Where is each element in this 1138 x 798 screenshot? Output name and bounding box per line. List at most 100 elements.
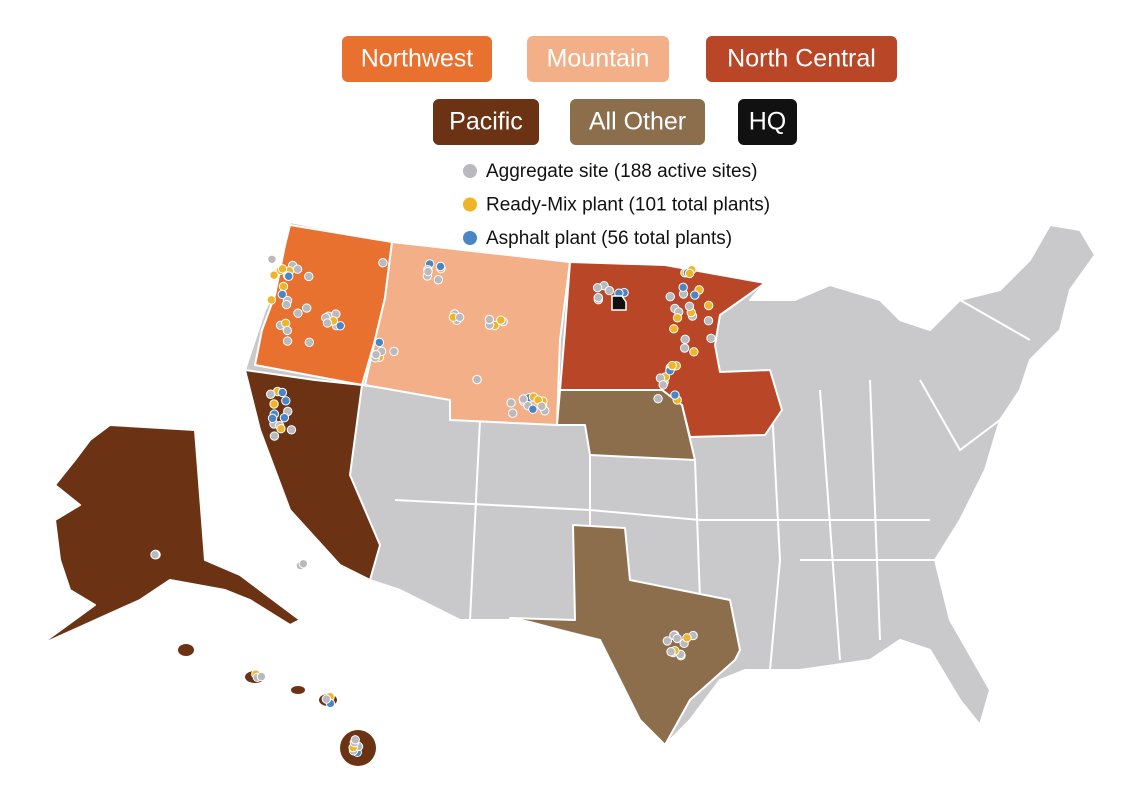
region-button [738, 99, 797, 145]
site-dot [680, 334, 690, 345]
border [469, 419, 481, 621]
site-dot [269, 270, 279, 280]
site-dot [518, 394, 528, 404]
site-dots [150, 254, 716, 758]
site-dot [423, 266, 433, 277]
site-dot [433, 275, 444, 285]
site-dot [279, 412, 290, 423]
site-dot [284, 271, 294, 281]
region-shape [556, 389, 696, 461]
hawaii-island [291, 686, 305, 694]
site-dot [662, 636, 672, 646]
site-dot [374, 337, 385, 348]
border [959, 299, 1031, 341]
region-shape [39, 424, 301, 646]
legend-dot [463, 231, 477, 245]
site-dot [277, 264, 288, 274]
site-dot [293, 308, 303, 318]
legend-dot [463, 197, 477, 212]
region-button [527, 36, 669, 82]
region-shapes [39, 224, 783, 766]
region-legend: Northwest Mountain North Central Pacific All… [342, 36, 897, 145]
legend-label: Asphalt plant (56 total plants) [486, 228, 732, 249]
site-dot [282, 325, 293, 336]
region-button [570, 99, 705, 145]
site-dot [506, 398, 516, 408]
site-dot [703, 300, 714, 311]
site-dot [669, 324, 679, 334]
state-borders [361, 299, 1031, 671]
site-dot [266, 295, 277, 305]
site-dot [682, 633, 692, 643]
site-dot [278, 281, 289, 292]
site-dot [286, 425, 297, 435]
region-label: Mountain [547, 45, 650, 73]
border [694, 459, 701, 601]
site-dot [496, 315, 506, 325]
region-shape [364, 241, 571, 426]
site-dot [684, 268, 695, 279]
site-dot [277, 289, 287, 300]
site-dot [435, 261, 446, 272]
site-dot [670, 390, 680, 400]
site-dot [371, 349, 381, 360]
site-dot [304, 337, 315, 347]
site-dot [528, 404, 538, 414]
legend-label: Ready-Mix plant (101 total plants) [486, 195, 770, 216]
region-label: North Central [727, 45, 876, 73]
site-dot [281, 396, 291, 406]
site-dot [277, 387, 288, 398]
site-dot [267, 254, 277, 264]
site-dot [321, 694, 332, 704]
region-button [433, 99, 539, 145]
site-dot [653, 393, 663, 404]
site-legend: Aggregate site (188 active sites) Ready-M… [463, 161, 770, 249]
site-dot [454, 312, 465, 323]
site-dot [304, 271, 314, 282]
site-dot [678, 282, 688, 293]
site-dot [604, 285, 615, 296]
region-label: All Other [589, 108, 686, 136]
site-dot [256, 671, 267, 682]
site-dot [679, 343, 690, 353]
site-dot [508, 408, 518, 418]
site-dot [301, 303, 312, 313]
site-dot [690, 290, 700, 300]
site-dot [335, 321, 345, 331]
site-dot [658, 380, 668, 390]
site-dot [537, 401, 547, 411]
site-dot [298, 559, 309, 569]
border [919, 379, 1001, 452]
site-dot [689, 347, 699, 357]
site-dot [667, 360, 677, 371]
border [394, 499, 930, 521]
border [819, 389, 841, 661]
site-dot [378, 258, 388, 268]
site-dot [684, 301, 695, 311]
region-shape [509, 524, 741, 746]
region-label: Pacific [449, 108, 523, 136]
site-dot [593, 292, 603, 303]
site-dot [666, 647, 676, 657]
hq-marker [611, 295, 627, 311]
site-dot [269, 431, 280, 441]
site-dot [322, 318, 333, 328]
region-label: Northwest [361, 45, 474, 73]
site-dot [484, 314, 495, 325]
legend-label: Aggregate site (188 active sites) [486, 161, 757, 182]
site-dot [267, 413, 278, 424]
region-button [342, 36, 492, 82]
site-dot [672, 313, 683, 323]
site-dot [592, 282, 603, 293]
site-dot [472, 374, 482, 385]
region-button [706, 36, 897, 82]
site-dot [672, 633, 682, 644]
site-dot [150, 550, 160, 560]
region-label: HQ [749, 108, 787, 136]
site-dot [265, 389, 276, 399]
border [869, 379, 881, 641]
legend-dot [463, 164, 477, 178]
site-dot [703, 316, 714, 326]
site-dot [665, 291, 675, 302]
